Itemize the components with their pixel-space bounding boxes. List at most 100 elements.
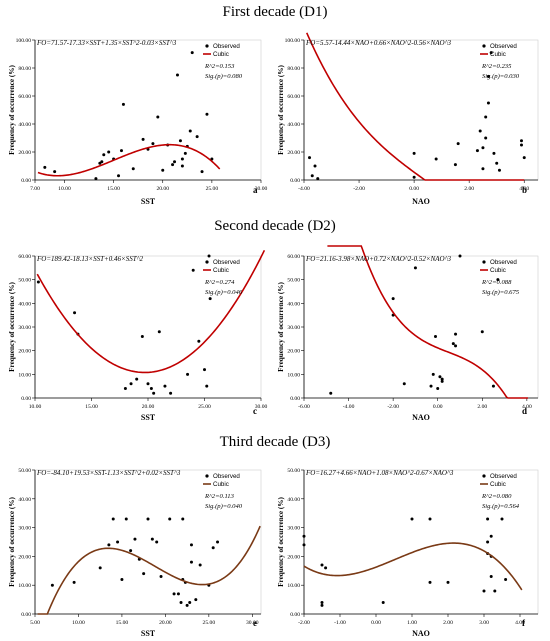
y-axis-label: Frequency of occurrence (%) [277, 497, 285, 587]
data-point [489, 534, 493, 538]
data-point [155, 540, 159, 544]
data-point [497, 168, 501, 172]
y-tick-label: 30.00 [18, 526, 31, 532]
data-point [186, 372, 190, 376]
data-point [412, 175, 416, 179]
data-point [205, 384, 209, 388]
significance-label: Sig.(p)=0.040 [205, 503, 243, 510]
x-tick-label: 20.00 [142, 404, 155, 410]
r-squared-label: R^2=0.088 [481, 279, 512, 286]
data-point [116, 540, 120, 544]
data-point [436, 387, 440, 391]
data-point [73, 311, 77, 315]
fit-equation: FO=5.57-14.44×NAO+0.66×NAO^2-0.56×NAO^3 [305, 39, 452, 47]
significance-label: Sig.(p)=0.046 [205, 289, 243, 296]
y-tick-label: 50.00 [18, 278, 31, 284]
data-point [504, 577, 508, 581]
legend-observed-label: Observed [213, 43, 240, 50]
data-point [486, 540, 490, 544]
x-tick-label: 30.00 [255, 186, 268, 192]
x-axis-label: SST [141, 629, 156, 638]
r-squared-label: R^2=0.274 [204, 279, 235, 286]
y-tick-label: 40.00 [287, 497, 300, 503]
data-point [440, 377, 444, 381]
y-tick-label: 100.00 [16, 38, 32, 44]
data-point [456, 142, 460, 146]
data-point [135, 377, 139, 381]
data-point [458, 254, 462, 258]
data-point [180, 157, 184, 161]
data-point [481, 146, 485, 150]
data-point [129, 382, 133, 386]
data-point [173, 160, 177, 164]
data-point [188, 129, 192, 133]
y-tick-label: 40.00 [18, 301, 31, 307]
data-point [440, 379, 444, 383]
legend-observed-label: Observed [490, 43, 517, 50]
x-tick-label: -4.00 [343, 404, 355, 410]
legend-cubic-label: Cubic [213, 481, 229, 488]
data-point [208, 297, 212, 301]
legend-cubic-label: Cubic [213, 51, 229, 58]
r-squared-label: R^2=0.153 [204, 63, 235, 70]
x-axis-label: NAO [412, 629, 430, 638]
x-tick-label: 25.00 [203, 620, 216, 626]
data-point [178, 139, 182, 143]
data-point [484, 115, 488, 119]
y-tick-label: 10.00 [18, 372, 31, 378]
data-point [188, 600, 192, 604]
y-tick-label: 30.00 [287, 325, 300, 331]
panel-letter: e [253, 618, 257, 628]
data-point [197, 339, 201, 343]
fit-equation: FO=189.42-18.13×SST+0.46×SST^2 [36, 255, 144, 263]
data-point [180, 164, 184, 168]
y-tick-label: 0.00 [21, 178, 31, 184]
x-tick-label: 7.00 [30, 186, 40, 192]
x-tick-label: 30.00 [246, 620, 259, 626]
y-axis-label: Frequency of occurrence (%) [277, 282, 285, 372]
data-point [189, 560, 193, 564]
data-point [451, 342, 455, 346]
x-tick-label: 30.00 [255, 404, 268, 410]
x-tick-label: 15.00 [107, 186, 120, 192]
y-tick-label: 80.00 [18, 66, 31, 72]
y-tick-label: 100.00 [285, 38, 301, 44]
data-point [190, 51, 194, 55]
data-point [496, 278, 500, 282]
data-point [320, 563, 324, 567]
y-tick-label: 60.00 [287, 94, 300, 100]
y-axis-label: Frequency of occurrence (%) [8, 65, 16, 155]
legend-observed-label: Observed [213, 473, 240, 480]
panel-letter: d [522, 406, 527, 416]
legend-observed-marker [205, 260, 209, 264]
y-tick-label: 30.00 [287, 526, 300, 532]
significance-label: Sig.(p)=0.564 [482, 503, 520, 510]
data-point [200, 170, 204, 174]
data-point [124, 517, 128, 521]
data-point [111, 517, 115, 521]
data-point [100, 160, 104, 164]
data-point [211, 546, 215, 550]
data-point [169, 391, 173, 395]
data-point [481, 167, 485, 171]
data-point [482, 589, 486, 593]
x-tick-label: 1.00 [407, 620, 417, 626]
x-tick-label: 10.00 [72, 620, 85, 626]
data-point [149, 387, 153, 391]
y-tick-label: 0.00 [21, 612, 31, 618]
data-point [133, 537, 137, 541]
data-point [194, 598, 198, 602]
fit-equation: FO=21.16-3.98×NAO+0.72×NAO^2-0.52×NAO^3 [305, 255, 452, 263]
data-point [438, 375, 442, 379]
y-axis-label: Frequency of occurrence (%) [277, 65, 285, 155]
plot-frame [34, 39, 262, 181]
panel-letter: b [522, 185, 527, 195]
chart-panel-f: 0.00 10.00 20.00 30.00 40.00 50.00 -2.00 -1.00 0… [277, 468, 539, 638]
data-point [391, 297, 395, 301]
chart-panel-c: 0.00 10.00 20.00 30.00 40.00 50.00 60.00 10.00 1… [8, 249, 268, 422]
data-point [172, 592, 176, 596]
data-point [94, 177, 98, 181]
x-tick-label: 0.00 [371, 620, 381, 626]
x-tick-label: 2.00 [443, 620, 453, 626]
